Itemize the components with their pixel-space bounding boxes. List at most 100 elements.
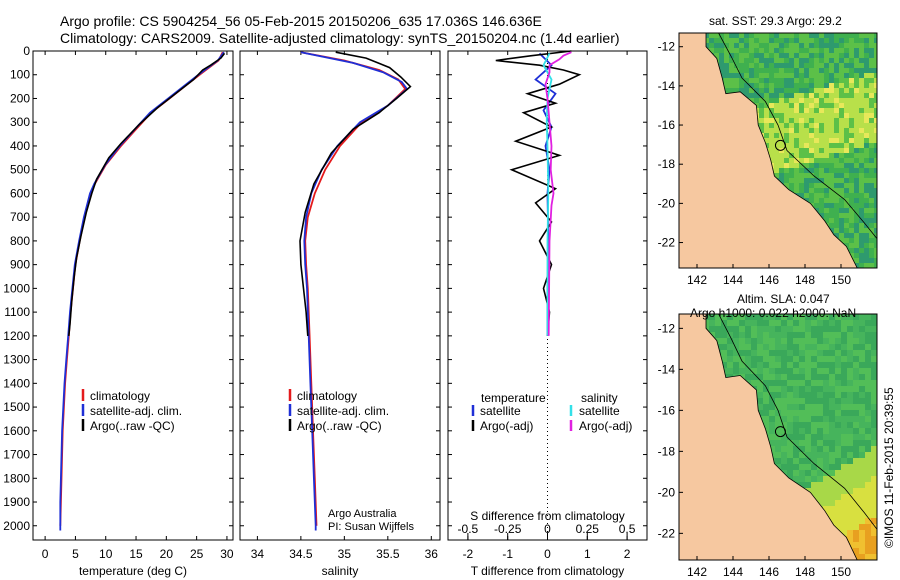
- x-tick-label: 1: [584, 547, 591, 561]
- y-tick-label: 1600: [3, 424, 30, 438]
- bathymetry-contour: [718, 33, 877, 239]
- map-x-tick-label: 148: [795, 273, 815, 287]
- y-tick-label: 1700: [3, 448, 30, 462]
- map-y-tick-label: -20: [658, 196, 676, 210]
- x-tick-label: 10: [99, 547, 113, 561]
- y-tick-label: 100: [10, 68, 30, 82]
- legend-label: satellite: [579, 404, 620, 418]
- map-y-tick-label: -12: [658, 40, 676, 54]
- series-line-salinity-2: [299, 51, 412, 336]
- map-x-tick-label: 148: [795, 565, 815, 579]
- y-tick-label: 0: [23, 44, 30, 58]
- x-axis-top-label: S difference from climatology: [470, 509, 625, 523]
- y-tick-label: 1800: [3, 471, 30, 485]
- series-line-difference-1: [495, 50, 582, 336]
- x-axis-label-difference: T difference from climatology: [471, 564, 625, 578]
- x-tick-label: 5: [72, 547, 79, 561]
- y-tick-label: 2000: [3, 519, 30, 533]
- map-x-tick-label: 142: [687, 273, 707, 287]
- y-tick-label: 1100: [4, 305, 30, 319]
- y-tick-label: 400: [10, 139, 30, 153]
- x-tick-label: 20: [160, 547, 174, 561]
- x-axis-label-temperature: temperature (deg C): [79, 564, 187, 578]
- x-tick-label: -1: [502, 547, 513, 561]
- australia-coast: [679, 314, 858, 560]
- y-tick-label: 200: [10, 91, 30, 105]
- profile-title: Argo profile: CS 5904254_56 05-Feb-2015 …: [60, 13, 542, 29]
- float-position-marker: [774, 426, 786, 438]
- legend-label: satellite-adj. clim.: [90, 404, 182, 418]
- map-x-tick-label: 142: [687, 565, 707, 579]
- x-tick-label: 34: [251, 547, 265, 561]
- map-x-tick-label: 150: [831, 565, 851, 579]
- map-x-tick-label: 150: [831, 273, 851, 287]
- y-tick-label: 600: [10, 186, 30, 200]
- series-line-temperature-2: [68, 52, 226, 336]
- map-y-tick-label: -22: [658, 236, 676, 250]
- map-frame-sla-map: [678, 313, 878, 561]
- y-tick-label: 1400: [3, 376, 30, 390]
- credit-org: Argo Australia: [328, 508, 397, 520]
- y-tick-label: 900: [10, 258, 30, 272]
- legend-heading-temperature: temperature: [481, 391, 546, 405]
- map-sla-map: [679, 314, 877, 560]
- legend-label: Argo(..raw -QC): [297, 419, 382, 433]
- imos-stamp: ©IMOS 11-Feb-2015 20:39:55: [882, 387, 896, 548]
- series-line-difference-2: [542, 52, 553, 336]
- map-y-tick-label: -16: [658, 403, 676, 417]
- legend-label: Argo(..raw -QC): [90, 419, 175, 433]
- top-x-tick-label: -0.5: [458, 522, 479, 536]
- legend-label: satellite-adj. clim.: [297, 404, 389, 418]
- series-line-salinity-1: [300, 51, 409, 531]
- float-position-marker: [774, 139, 786, 151]
- top-x-tick-label: -0.25: [494, 522, 522, 536]
- map-y-tick-label: -22: [658, 526, 676, 540]
- climatology-title: Climatology: CARS2009. Satellite-adjuste…: [60, 30, 620, 46]
- x-tick-label: 35.5: [376, 547, 400, 561]
- legend-label: Argo(-adj): [579, 419, 632, 433]
- legend-label: satellite: [480, 404, 521, 418]
- y-tick-label: 300: [10, 115, 30, 129]
- y-tick-label: 1900: [3, 495, 30, 509]
- sla-map-title: Altim. SLA: 0.047: [737, 292, 830, 306]
- sst-map-title: sat. SST: 29.3 Argo: 29.2: [709, 14, 842, 28]
- y-tick-label: 1500: [3, 400, 30, 414]
- map-y-tick-label: -14: [658, 79, 676, 93]
- map-y-tick-label: -16: [658, 118, 676, 132]
- map-y-tick-label: -20: [658, 485, 676, 499]
- y-tick-label: 1000: [3, 281, 30, 295]
- map-x-tick-label: 144: [723, 565, 743, 579]
- x-tick-label: 30: [220, 547, 234, 561]
- legend-label: climatology: [90, 389, 150, 403]
- credit-pi: PI: Susan Wijffels: [328, 521, 414, 533]
- x-tick-label: 0: [42, 547, 49, 561]
- australia-coast: [679, 33, 858, 268]
- x-tick-label: 35: [338, 547, 352, 561]
- series-line-difference-3: [544, 51, 572, 336]
- x-tick-label: 25: [190, 547, 204, 561]
- top-x-tick-label: 0: [544, 522, 551, 536]
- x-tick-label: 34.5: [289, 547, 313, 561]
- map-frame-sst-map: [678, 32, 878, 269]
- sla-map-subtitle: Argo h1000: 0.022 h2000: NaN: [690, 306, 857, 320]
- map-sst-map: [679, 33, 877, 268]
- x-tick-label: 36: [425, 547, 439, 561]
- y-tick-label: 700: [10, 210, 30, 224]
- y-tick-label: 1200: [3, 329, 30, 343]
- bathymetry-contour: [718, 314, 877, 530]
- panel-frame-salinity: [239, 50, 441, 541]
- panel-frame-temperature: [32, 50, 234, 541]
- map-x-tick-label: 146: [759, 565, 779, 579]
- top-x-tick-label: 0.25: [576, 522, 600, 536]
- x-tick-label: -2: [463, 547, 474, 561]
- map-y-tick-label: -12: [658, 321, 676, 335]
- map-y-tick-label: -18: [658, 157, 676, 171]
- top-x-tick-label: 0.5: [619, 522, 636, 536]
- y-tick-label: 500: [10, 163, 30, 177]
- y-tick-label: 800: [10, 234, 30, 248]
- legend-heading-salinity: salinity: [581, 391, 618, 405]
- x-tick-label: 15: [129, 547, 143, 561]
- map-x-tick-label: 144: [723, 273, 743, 287]
- legend-label: climatology: [297, 389, 357, 403]
